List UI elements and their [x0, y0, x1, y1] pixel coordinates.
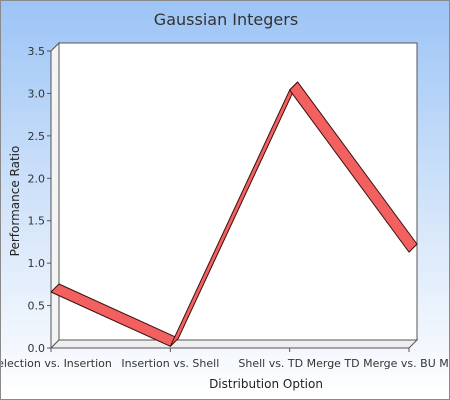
plot-floor: [49, 339, 419, 349]
y-tick-label: 0.0: [28, 342, 46, 355]
y-tick-label: 1.0: [28, 257, 46, 270]
y-tick-label: 3.5: [28, 45, 46, 58]
x-tick-label: Selection vs. Insertion: [1, 357, 112, 370]
y-axis-title: Performance Ratio: [8, 146, 22, 257]
x-tick-label: TD Merge vs. BU Merge: [343, 357, 449, 370]
x-tick-label: Shell vs. TD Merge: [238, 357, 341, 370]
x-axis-ticks: Selection vs. Insertion Insertion vs. She…: [1, 348, 449, 370]
x-axis-title: Distribution Option: [209, 377, 323, 391]
y-axis-ticks: 0.0 0.5 1.0 1.5 2.0 2.5 3.0 3.5: [28, 45, 51, 355]
series-segment: [289, 81, 418, 253]
y-tick-label: 1.5: [28, 215, 46, 228]
chart-title: Gaussian Integers: [154, 10, 298, 29]
y-tick-label: 2.0: [28, 172, 46, 185]
plot-area: [49, 41, 419, 350]
plot-left-wall: [50, 41, 60, 350]
y-tick-label: 3.0: [28, 87, 46, 100]
plot-back-wall: [58, 42, 418, 341]
y-tick-label: 0.5: [28, 300, 46, 313]
series-group: [50, 81, 418, 347]
y-tick-label: 2.5: [28, 130, 46, 143]
x-tick-label: Insertion vs. Shell: [121, 357, 219, 370]
